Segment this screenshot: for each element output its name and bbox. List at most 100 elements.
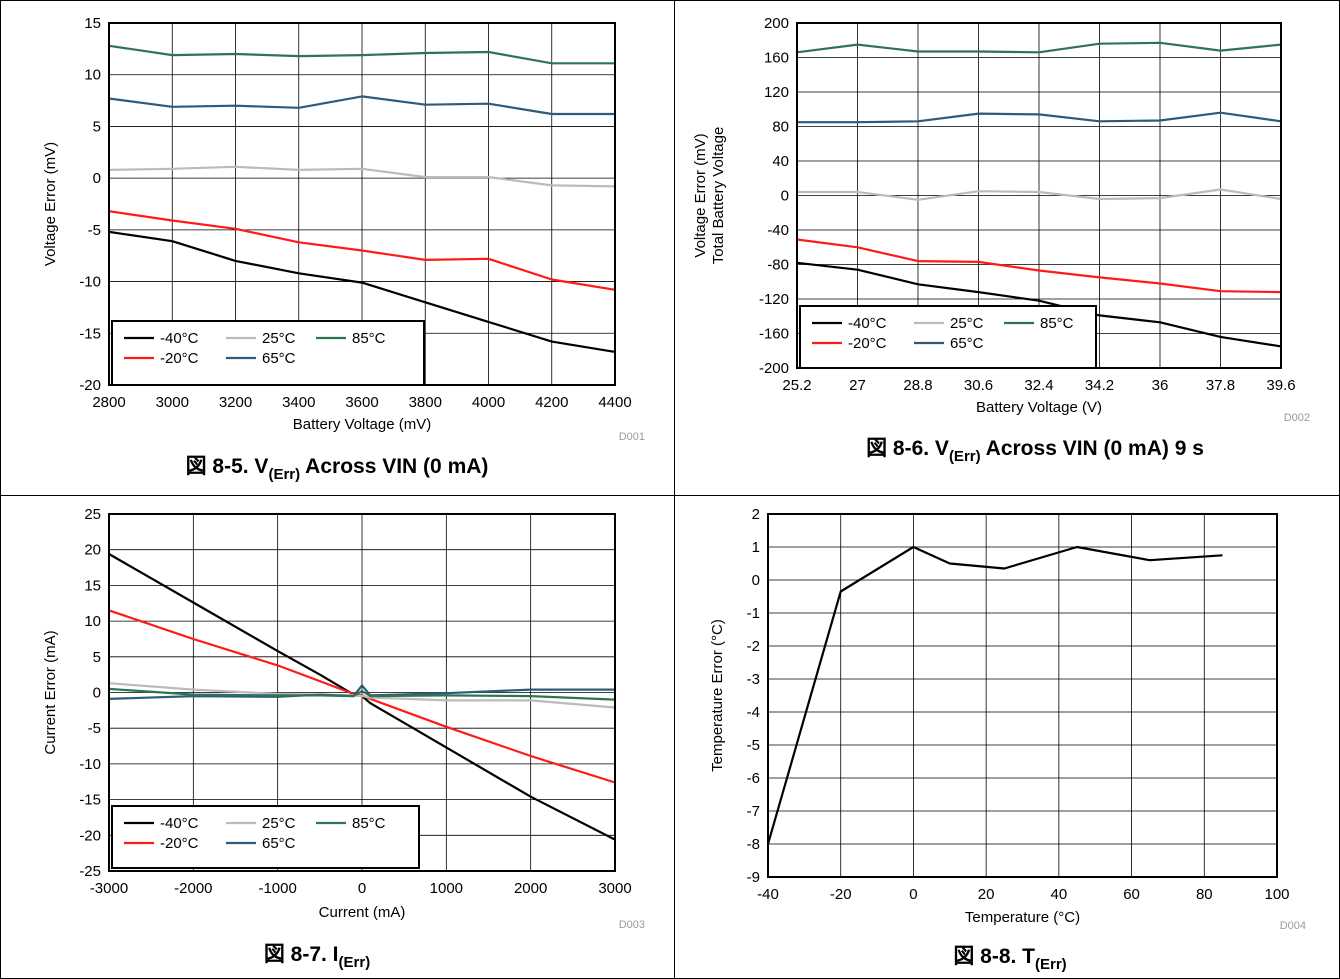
x-tick-label: 32.4 xyxy=(1024,377,1053,394)
legend-label: 25°C xyxy=(262,815,296,832)
legend-label: -40°C xyxy=(160,815,199,832)
series-lines xyxy=(108,553,616,841)
series-line-85c xyxy=(796,41,1282,54)
y-tick-label: 0 xyxy=(781,188,789,205)
x-tick-label: 2800 xyxy=(92,394,125,411)
legend-label: -20°C xyxy=(848,335,887,352)
y-tick-label: -40 xyxy=(767,222,789,239)
series-line-65c xyxy=(108,95,615,116)
legend-label: -20°C xyxy=(160,350,199,367)
figure-code: D001 xyxy=(619,431,645,443)
x-tick-label: 40 xyxy=(1051,886,1068,903)
series-line-temperature xyxy=(766,545,1223,845)
figure-caption: 図 8-6. V(Err) Across VIN (0 mA) 9 s xyxy=(866,437,1204,465)
y-tick-label: 25 xyxy=(84,506,101,523)
x-tick-label: 100 xyxy=(1264,886,1289,903)
caption-main: 図 8-5. V xyxy=(186,455,269,478)
series-line-65c xyxy=(797,111,1282,124)
x-tick-label: 30.6 xyxy=(964,377,993,394)
y-tick-label: -160 xyxy=(759,326,789,343)
x-tick-label: 3800 xyxy=(409,394,442,411)
y-tick-label: -3 xyxy=(747,671,760,688)
y-axis-label: Total Battery Voltage xyxy=(710,127,727,265)
x-tick-label: 4400 xyxy=(598,394,631,411)
x-axis-label: Temperature (°C) xyxy=(965,909,1080,926)
legend-label: 65°C xyxy=(262,350,296,367)
x-tick-label: 3400 xyxy=(282,394,315,411)
y-axis-label: Temperature Error (°C) xyxy=(709,619,726,772)
legend-label: -20°C xyxy=(160,835,199,852)
y-tick-label: -20 xyxy=(79,827,101,844)
series-lines xyxy=(766,545,1223,845)
x-tick-label: 3600 xyxy=(345,394,378,411)
y-tick-label: -1 xyxy=(747,605,760,622)
y-tick-label: -2 xyxy=(747,638,760,655)
series-line-25c xyxy=(108,165,616,188)
x-tick-label: 27 xyxy=(849,377,866,394)
legend: -40°C 25°C 85°C -20°C 65°C xyxy=(111,805,420,869)
legend-box xyxy=(111,320,425,386)
caption-main: 図 8-6. V xyxy=(866,437,949,460)
y-tick-label: 10 xyxy=(84,67,101,84)
x-tick-label: 80 xyxy=(1196,886,1213,903)
x-tick-label: 37.8 xyxy=(1206,377,1235,394)
series-line-minus20c xyxy=(108,210,616,291)
figure-code: D004 xyxy=(1280,920,1306,932)
x-tick-label: 25.2 xyxy=(782,377,811,394)
y-tick-label: -7 xyxy=(747,803,760,820)
x-tick-label: 2000 xyxy=(514,880,547,897)
x-tick-label: 0 xyxy=(358,880,366,897)
y-tick-label: -15 xyxy=(79,792,101,809)
chart-panel-2: 25.2 27 28.8 30.6 32.4 34.2 36 37.8 39.6 -200 -160… xyxy=(692,15,1310,465)
y-axis-label: Current Error (mA) xyxy=(42,630,59,754)
y-tick-label: -5 xyxy=(88,720,101,737)
y-tick-label: -80 xyxy=(767,257,789,274)
y-axis-label: Voltage Error (mV) xyxy=(692,133,709,257)
series-lines xyxy=(108,44,616,353)
x-tick-label: 3000 xyxy=(598,880,631,897)
x-tick-label: 1000 xyxy=(430,880,463,897)
y-axis-label: Voltage Error (mV) xyxy=(42,142,59,266)
y-tick-label: 2 xyxy=(752,506,760,523)
series-lines xyxy=(796,41,1282,348)
x-tick-label: 4000 xyxy=(472,394,505,411)
legend-label: 85°C xyxy=(1040,315,1074,332)
x-tick-label: 20 xyxy=(978,886,995,903)
y-tick-label: 160 xyxy=(764,50,789,67)
y-tick-label: 5 xyxy=(93,649,101,666)
y-tick-label: 15 xyxy=(84,15,101,32)
chart-panel-3: -3000 -2000 -1000 0 1000 2000 3000 -25 -20 -15 -10… xyxy=(42,506,645,971)
y-tick-label: 1 xyxy=(752,539,760,556)
legend-box xyxy=(111,805,420,869)
x-tick-label: 60 xyxy=(1123,886,1140,903)
plot-area-frame xyxy=(767,513,1278,878)
x-tick-label: 28.8 xyxy=(903,377,932,394)
x-tick-label: 3200 xyxy=(219,394,252,411)
y-tick-label: 20 xyxy=(84,542,101,559)
y-tick-label: -5 xyxy=(88,222,101,239)
legend-label: 85°C xyxy=(352,330,386,347)
legend-label: -40°C xyxy=(848,315,887,332)
series-line-85c xyxy=(108,687,616,701)
series-line-85c xyxy=(108,44,615,65)
series-line-65c xyxy=(108,684,615,700)
x-tick-label: -20 xyxy=(830,886,852,903)
series-line-minus40c xyxy=(108,230,616,353)
y-tick-label: 0 xyxy=(93,170,101,187)
caption-subscript: (Err) xyxy=(339,954,371,971)
legend-label: 65°C xyxy=(950,335,984,352)
y-tick-label: 120 xyxy=(764,84,789,101)
y-tick-label: 5 xyxy=(93,118,101,135)
figure-caption: 図 8-7. I(Err) xyxy=(264,943,370,971)
x-tick-label: -1000 xyxy=(258,880,296,897)
x-tick-label: 4200 xyxy=(535,394,568,411)
legend-label: 85°C xyxy=(352,815,386,832)
legend-label: -40°C xyxy=(160,330,199,347)
series-line-minus40c xyxy=(796,261,1282,348)
plot-area-frame xyxy=(108,513,616,872)
y-tick-label: -9 xyxy=(747,869,760,886)
y-tick-label: 200 xyxy=(764,15,789,32)
x-tick-label: 3000 xyxy=(156,394,189,411)
x-axis-label: Battery Voltage (V) xyxy=(976,399,1102,416)
